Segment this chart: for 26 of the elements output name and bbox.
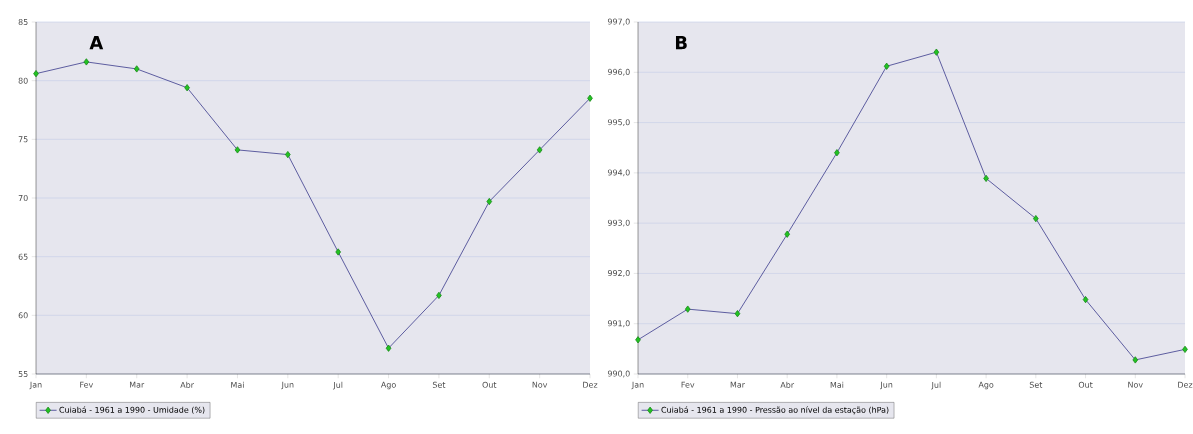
point	[883, 62, 890, 70]
point	[234, 146, 241, 154]
point	[436, 291, 442, 299]
annotation: A	[89, 36, 104, 50]
point	[33, 70, 39, 78]
point	[83, 58, 90, 66]
point	[1182, 345, 1188, 353]
point	[684, 305, 691, 313]
point	[536, 146, 543, 154]
point	[133, 65, 140, 73]
point	[184, 84, 190, 92]
point	[983, 174, 989, 182]
point	[486, 197, 493, 206]
point	[933, 48, 940, 56]
point	[285, 151, 291, 159]
point	[635, 336, 641, 344]
point	[1033, 215, 1039, 223]
point	[1132, 356, 1139, 364]
point	[1082, 295, 1089, 304]
point	[734, 310, 741, 318]
annotation: B	[675, 36, 687, 50]
point	[587, 94, 593, 102]
point	[834, 149, 840, 157]
point	[385, 344, 392, 352]
point	[784, 230, 790, 238]
point	[335, 248, 341, 256]
